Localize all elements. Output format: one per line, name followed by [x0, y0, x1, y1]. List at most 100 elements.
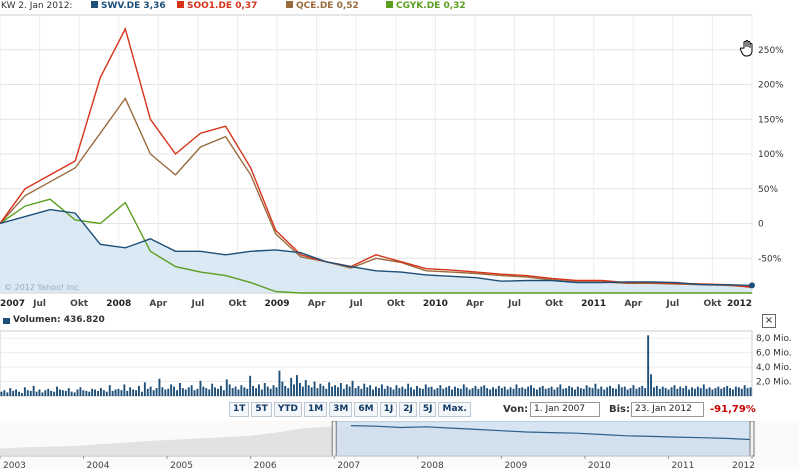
- volume-label: Volumen: 436.820: [13, 315, 105, 325]
- volume-bar: [41, 392, 44, 396]
- volume-bar: [524, 388, 527, 396]
- range-button-5t[interactable]: 5T: [251, 402, 272, 417]
- volume-bar: [582, 388, 585, 396]
- volume-bar: [334, 385, 336, 396]
- volume-bar: [269, 388, 272, 396]
- navigator-selection[interactable]: [331, 421, 755, 457]
- range-button-1m[interactable]: 1M: [303, 402, 328, 417]
- volume-bar: [603, 389, 606, 396]
- range-button-max[interactable]: Max.: [438, 402, 471, 417]
- volume-bar: [240, 385, 243, 396]
- volume-bar: [205, 388, 208, 396]
- y-tick-label: -50%: [758, 254, 782, 264]
- volume-bar: [483, 385, 486, 396]
- volume-bar: [21, 393, 23, 396]
- volume-bar: [714, 388, 717, 396]
- volume-bar: [310, 387, 313, 396]
- volume-bar: [521, 387, 524, 396]
- navigator-x-tick-label: 2003: [3, 461, 26, 469]
- volume-bar: [214, 387, 216, 396]
- range-button-2j[interactable]: 2J: [399, 402, 417, 417]
- volume-bar: [111, 390, 114, 396]
- navigator-handle[interactable]: [331, 421, 337, 457]
- navigator-chart[interactable]: 2003 2004 2005 2006 2007 2008 2009 2010 2011 2012: [0, 421, 799, 469]
- volume-bar: [623, 386, 626, 396]
- x-tick-label: Apr: [466, 299, 484, 309]
- x-tick-label: Okt: [70, 299, 89, 309]
- navigator-x-tick-label: 2012: [732, 461, 755, 469]
- y-tick-label: 150%: [758, 115, 784, 125]
- volume-bar: [568, 385, 571, 396]
- volume-bar: [486, 388, 489, 396]
- volume-bar: [208, 389, 211, 396]
- main-price-chart[interactable]: 250% 200% 150% 100% 50% 0 -50% 2007 Jul Okt 2008 A…: [0, 13, 799, 313]
- volume-bar: [571, 387, 573, 396]
- volume-bar: [372, 389, 374, 396]
- legend-item-swv[interactable]: SWV.DE 3,36: [91, 1, 166, 11]
- volume-bar: [380, 384, 383, 396]
- x-tick-label: 2010: [423, 299, 448, 309]
- volume-bar: [442, 388, 445, 396]
- volume-bar: [38, 389, 41, 396]
- legend-item-soo1[interactable]: SOO1.DE 0,37: [177, 1, 257, 11]
- range-button-ytd[interactable]: YTD: [273, 402, 302, 417]
- volume-bar: [287, 388, 290, 396]
- volume-bar: [325, 388, 328, 396]
- navigator-handle[interactable]: [749, 421, 755, 457]
- volume-bar: [76, 389, 79, 396]
- close-volume-button[interactable]: ×: [762, 314, 776, 328]
- volume-bar: [401, 386, 404, 396]
- volume-bar: [32, 385, 35, 396]
- volume-bar: [18, 391, 20, 396]
- volume-bar: [94, 389, 96, 396]
- volume-bar: [658, 388, 661, 396]
- volume-bar: [202, 386, 205, 396]
- legend-swatch: [286, 1, 293, 8]
- volume-bar: [290, 377, 293, 396]
- from-date-input[interactable]: 1. Jan 2007: [530, 402, 600, 417]
- volume-bar: [612, 388, 614, 396]
- to-date-input[interactable]: 23. Jan 2012: [631, 402, 704, 417]
- volume-bar: [272, 385, 275, 396]
- navigator-selected-range: [333, 421, 753, 457]
- volume-bar: [594, 383, 597, 396]
- volume-bar: [105, 391, 108, 396]
- volume-bar: [141, 391, 143, 396]
- volume-bar: [647, 335, 650, 396]
- volume-bar: [746, 388, 749, 396]
- volume-y-tick-label: 2,0 Mio.: [756, 378, 792, 388]
- volume-bar: [299, 383, 301, 396]
- legend-item-qce[interactable]: QCE.DE 0,52: [286, 1, 359, 11]
- volume-bar: [237, 389, 240, 396]
- volume-bar: [231, 388, 234, 396]
- range-button-3m[interactable]: 3M: [329, 402, 353, 417]
- range-button-5j[interactable]: 5J: [418, 402, 437, 417]
- volume-bar: [436, 388, 439, 396]
- volume-bar: [559, 384, 562, 396]
- volume-bar: [497, 385, 500, 396]
- volume-bar: [726, 385, 729, 396]
- volume-bar: [729, 388, 731, 396]
- volume-bar: [705, 388, 708, 396]
- range-button-1j[interactable]: 1J: [379, 402, 398, 417]
- range-button-1t[interactable]: 1T: [229, 402, 250, 417]
- main-grid: [0, 14, 753, 294]
- volume-bar: [635, 388, 638, 396]
- y-tick-label: 250%: [758, 46, 784, 56]
- legend-item-cgyk[interactable]: CGYK.DE 0,32: [386, 1, 466, 11]
- volume-bar: [439, 385, 442, 396]
- range-button-6m[interactable]: 6M: [354, 402, 378, 417]
- x-tick-label: 2009: [265, 299, 290, 309]
- volume-bar: [565, 388, 568, 396]
- volume-bar: [301, 386, 304, 396]
- y-axis-ticks: 250% 200% 150% 100% 50% 0 -50%: [758, 46, 784, 265]
- volume-bar: [296, 375, 298, 396]
- volume-bar: [138, 385, 140, 396]
- volume-bar: [132, 389, 135, 396]
- main-area-layer: [0, 209, 752, 293]
- volume-bar: [533, 388, 535, 396]
- volume-bar: [720, 388, 723, 396]
- volume-bar: [6, 392, 9, 396]
- hand-cursor-icon: [739, 40, 755, 61]
- volume-bar: [691, 387, 693, 396]
